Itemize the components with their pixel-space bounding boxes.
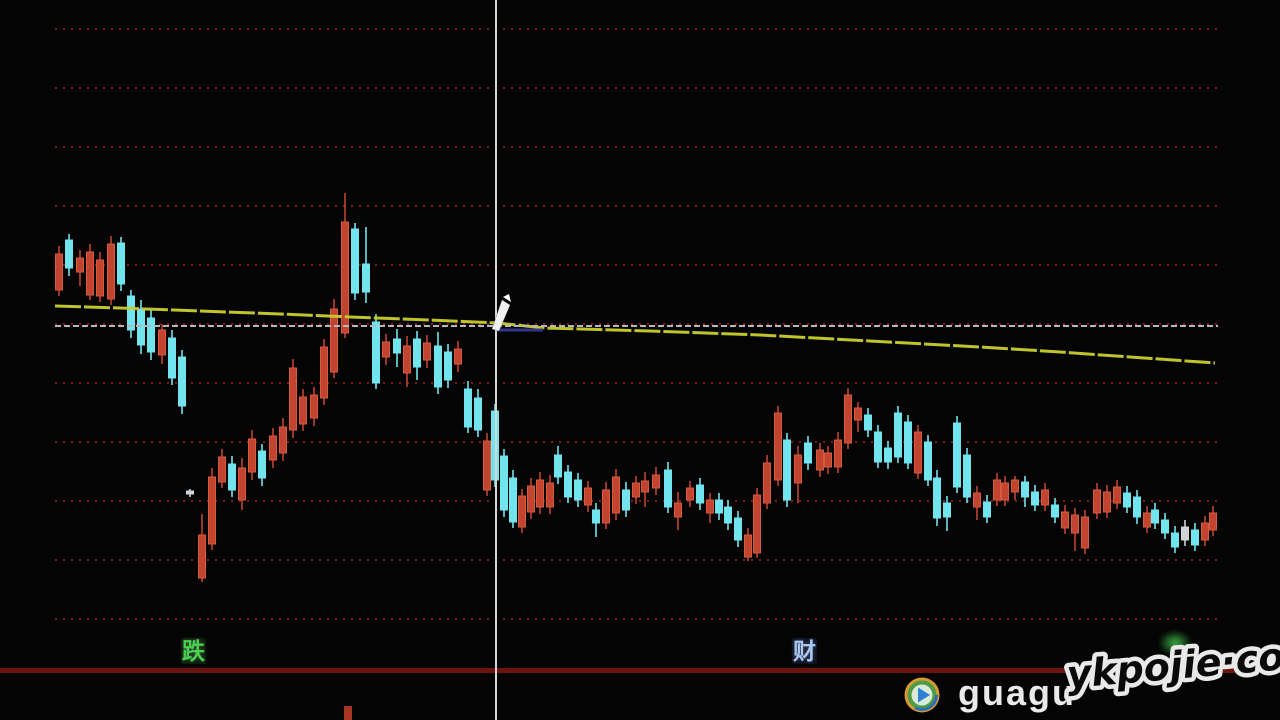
watermark: ykpojie·com	[1060, 630, 1280, 702]
pen-cursor	[491, 294, 511, 332]
hidden-green-marker-glow	[1158, 630, 1192, 656]
watermark-text: ykpojie·com	[1065, 631, 1280, 697]
marker-finance-signal[interactable]: 财	[792, 638, 817, 664]
marker-fall-signal[interactable]: 跌	[181, 638, 206, 664]
brand-text: guagu	[958, 672, 1076, 713]
play-logo-icon	[904, 677, 940, 713]
